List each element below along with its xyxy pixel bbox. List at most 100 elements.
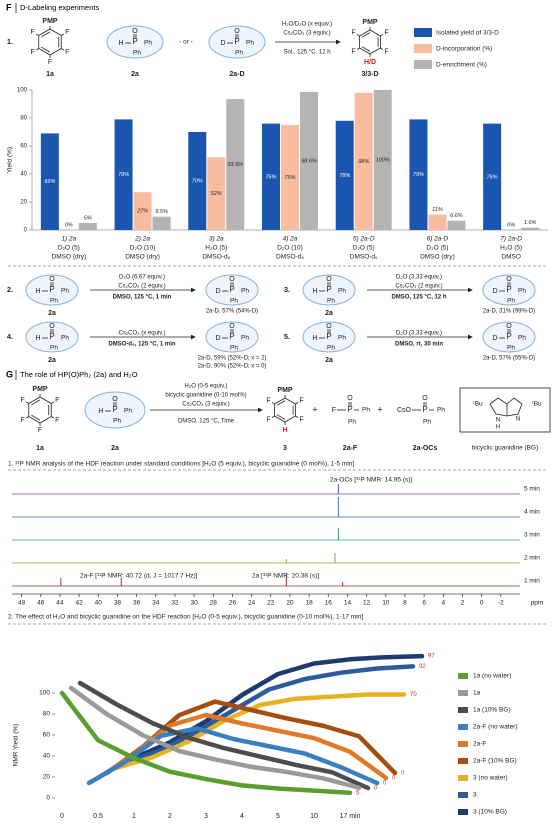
legend-label: 1a (473, 690, 481, 697)
y-tick-label: 60 (20, 144, 27, 150)
bar (521, 227, 540, 230)
data-label: 6.6% (450, 213, 463, 219)
x-tick-label: 4) 2a (283, 236, 298, 243)
substituent: F (55, 397, 59, 404)
atom: O (132, 28, 138, 35)
panel-label: G (6, 369, 13, 379)
atom: O (49, 276, 55, 283)
atom: P (326, 285, 331, 294)
x-tick-label: 2 (168, 813, 172, 820)
ribbon-line (113, 692, 407, 771)
atom: P (49, 332, 54, 341)
ribbon-line (122, 664, 416, 766)
x-tick-label: 4 (240, 813, 244, 820)
bar (78, 223, 97, 230)
substituent: F (299, 416, 303, 423)
atom: P (229, 332, 234, 341)
legend-label: 3 (473, 792, 477, 799)
data-label: 5 (356, 790, 360, 796)
data-label: 70% (192, 178, 203, 184)
molecule-oval (25, 321, 79, 353)
atom: Ph (144, 40, 152, 47)
scheme-number: 1. (7, 37, 13, 46)
y-tick-label: 100 (39, 690, 50, 697)
bar (133, 192, 152, 230)
molecule-oval (482, 274, 536, 306)
trace-label: 5 min (524, 486, 540, 493)
data-label: 27% (136, 209, 148, 215)
x-tick-label: 0.5 (93, 813, 103, 820)
annotation: 2a-F [³¹P NMR: 40.72 (d, J = 1017.7 Hz)] (80, 573, 198, 580)
atom: Ph (241, 288, 249, 295)
bar (40, 133, 59, 230)
atom: H (496, 425, 500, 431)
x-tick-label: 6) 2a-D (427, 236, 449, 243)
x-tick-label: DMSO (dry) (125, 254, 160, 261)
bar (447, 220, 466, 230)
legend-label: Isolated yield of 3/3-D (436, 30, 499, 37)
x-tick-label: 8 (403, 600, 407, 607)
atom: D (215, 288, 220, 295)
bar (188, 132, 207, 230)
product-label: 2a-D, 57% (55%-D) (483, 356, 535, 362)
bond (25, 401, 29, 404)
bond (41, 31, 51, 38)
chart-title: 2. The effect of H₂O and bicyclic guanid… (8, 614, 363, 621)
x-tick-label: 34 (152, 600, 160, 607)
compound-label: 2a (48, 310, 56, 317)
bar (281, 125, 299, 230)
x-tick-label: 18 (306, 600, 314, 607)
substituent: PMP (277, 387, 293, 394)
panel-title: D-Labeling experiments (20, 3, 99, 12)
atom: P (132, 37, 137, 46)
condition: H₂O (0-5 equiv.) (185, 384, 228, 390)
legend-label: 1a (no water) (473, 673, 511, 680)
atom: Ph (518, 335, 526, 342)
atom: F (332, 407, 336, 414)
legend-swatch (458, 792, 468, 798)
legend-swatch (458, 758, 468, 764)
x-tick-label: 1 (132, 813, 136, 820)
condition: DMSO, rt, 30 min (395, 342, 443, 348)
plus: + (377, 404, 382, 414)
x-tick-label: H₂O (5) (205, 245, 227, 252)
substituent: F (351, 48, 355, 55)
x-tick-label: 5 (276, 813, 280, 820)
legend-swatch (458, 809, 468, 815)
atom: O (326, 323, 332, 330)
compound-label: 3 (283, 445, 287, 452)
substituent: PMP (362, 19, 378, 26)
molecule-oval (482, 321, 536, 353)
x-tick-label: 4 (442, 600, 446, 607)
atom: O (506, 276, 512, 283)
atom: P (229, 285, 234, 294)
x-tick-label: 1) 2a (61, 236, 76, 243)
data-label: 1.6% (524, 220, 537, 226)
atom: P (326, 332, 331, 341)
molecule-oval (84, 391, 146, 429)
data-label: 78% (339, 173, 350, 179)
condition: Sol., 125 °C, 12 h (283, 50, 330, 56)
atom: H (35, 335, 40, 342)
substituent: F (31, 49, 35, 56)
substituent: F (48, 59, 52, 66)
bar (262, 123, 280, 230)
atom: Ph (133, 50, 141, 57)
data-label: 98% (358, 159, 369, 165)
data-label: 76% (487, 174, 498, 180)
molecule-oval (205, 321, 259, 353)
x-tick-label: 20 (286, 600, 294, 607)
bar (335, 120, 354, 230)
legend-swatch (458, 707, 468, 713)
bond (276, 414, 286, 420)
condition: Cs₂CO₃ (2 equiv.) (395, 284, 442, 290)
y-tick-label: 0 (24, 228, 28, 234)
y-tick-label: 80 (43, 711, 51, 718)
legend-label: 3 (no water) (473, 775, 508, 782)
atom: O (506, 323, 512, 330)
atom: P (234, 37, 239, 46)
legend-label: D-enrichment (%) (436, 62, 487, 69)
atom: P (112, 405, 117, 414)
substituent: F (351, 29, 355, 36)
atom: O (347, 395, 353, 402)
